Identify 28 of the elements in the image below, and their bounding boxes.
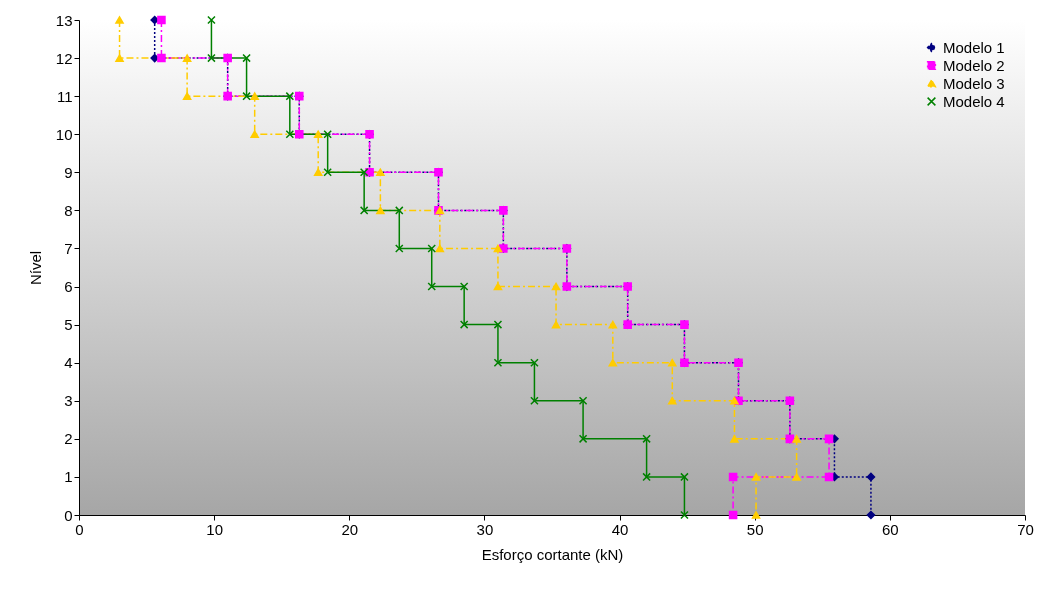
x-tick-label: 60 (882, 520, 899, 538)
legend-label: Modelo 3 (943, 74, 1005, 92)
x-tick-label: 0 (75, 520, 84, 538)
y-tick-label: 3 (64, 392, 73, 410)
y-tick-label: 4 (64, 354, 73, 372)
y-tick-label: 11 (56, 87, 73, 105)
y-tick-label: 6 (64, 278, 73, 296)
y-tick-label: 8 (64, 201, 73, 219)
y-tick-label: 0 (64, 506, 73, 524)
y-tick-label: 1 (64, 468, 73, 486)
y-tick-label: 13 (55, 11, 73, 29)
x-axis-title: Esforço cortante (kN) (481, 545, 624, 563)
x-tick-label: 70 (1017, 520, 1034, 538)
x-tick-label: 10 (206, 520, 223, 538)
x-tick-label: 30 (476, 520, 494, 538)
legend-label: Modelo 1 (943, 38, 1005, 56)
y-tick-label: 9 (64, 163, 73, 181)
y-tick-label: 12 (55, 49, 73, 67)
legend-label: Modelo 4 (943, 92, 1005, 110)
x-tick-label: 50 (746, 520, 764, 538)
y-tick-label: 10 (55, 125, 73, 143)
y-tick-label: 2 (64, 430, 73, 448)
y-tick-label: 7 (64, 239, 73, 257)
legend-label: Modelo 2 (943, 56, 1005, 74)
y-axis-title: Nível (26, 250, 44, 286)
y-tick-label: 5 (64, 316, 73, 334)
x-tick-label: 40 (611, 520, 629, 538)
x-tick-label: 20 (341, 520, 359, 538)
